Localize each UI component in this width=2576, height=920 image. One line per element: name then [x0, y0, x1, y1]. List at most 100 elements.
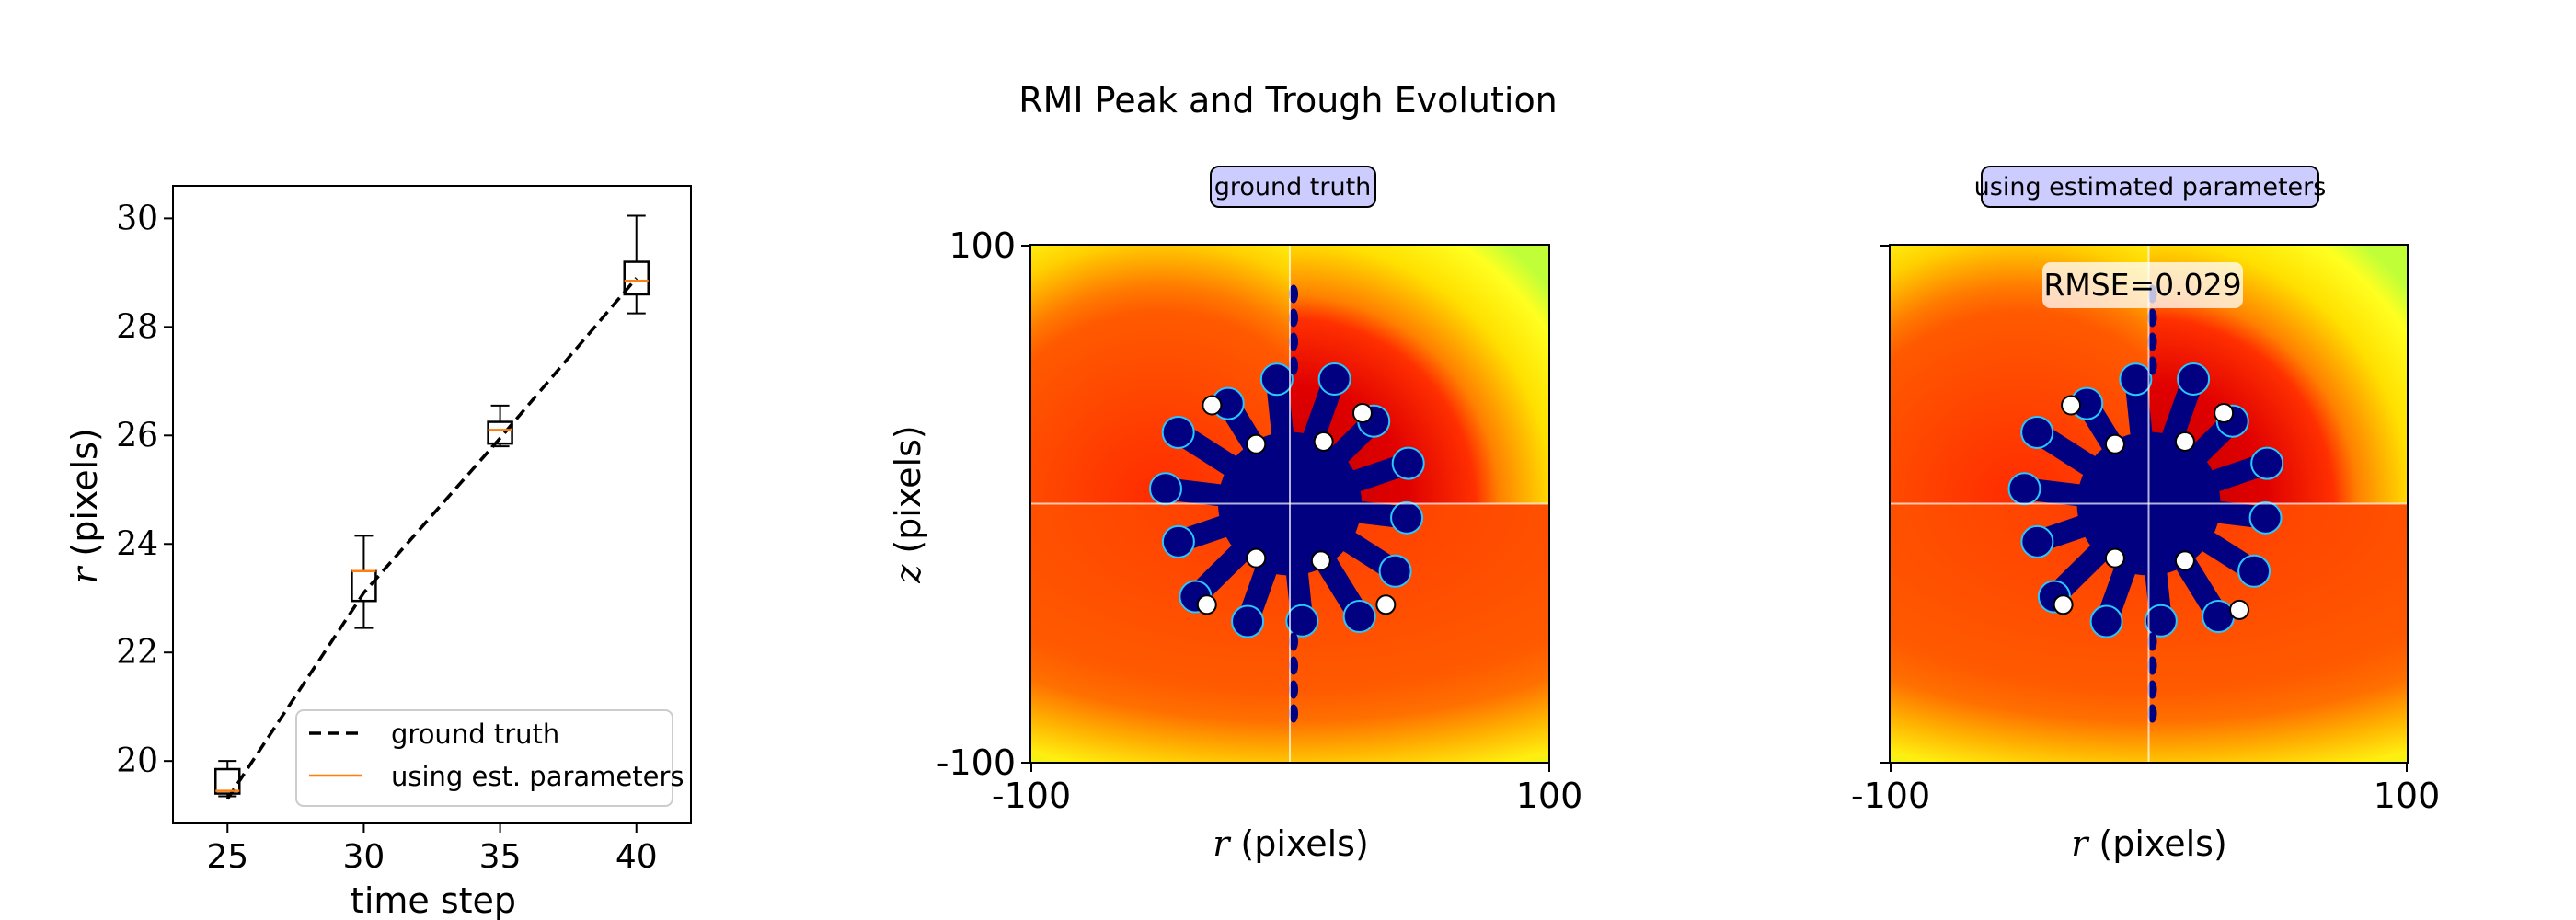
box — [487, 404, 513, 448]
y-tick-label-top: 100 — [949, 225, 1016, 266]
x-axis-label: r (pixels) — [1213, 823, 1369, 864]
peak-trough-marker — [2104, 433, 2125, 454]
box-body — [351, 569, 377, 603]
marker-series — [2053, 395, 2250, 620]
box — [623, 214, 650, 315]
finger-tip — [1285, 604, 1319, 638]
x-tick-label: 35 — [479, 838, 522, 876]
finger-tip — [1231, 604, 1265, 638]
plot-area — [172, 185, 692, 824]
peak-trough-marker — [2229, 599, 2250, 620]
x-axis: 25 30 35 40 — [206, 823, 658, 876]
finger-tip — [2089, 604, 2123, 638]
x-axis-label-unit: (pixels) — [2099, 823, 2226, 864]
x-axis-label-symbol: r — [2071, 823, 2090, 864]
finger-tip — [2250, 446, 2284, 480]
finger-tip — [2020, 415, 2054, 449]
x-tick-label: 40 — [615, 838, 658, 876]
x-tick-label-right: 100 — [1516, 776, 1583, 816]
axis-jet — [1289, 704, 1298, 723]
finger-tip — [1317, 362, 1351, 396]
marker-series — [1196, 395, 1397, 615]
legend-label-estimate: using est. parameters — [391, 761, 684, 792]
finger-tip — [2177, 362, 2211, 396]
finger-tip — [2202, 600, 2236, 634]
axis-jet — [1289, 332, 1298, 351]
axis-jet — [2147, 680, 2157, 699]
x-tick-label: 25 — [206, 838, 248, 876]
estimate-image — [1890, 245, 2408, 763]
finger-tip — [2007, 472, 2041, 506]
peak-trough-marker — [2174, 550, 2195, 571]
boxplot-chart: 20 22 24 26 28 30 25 30 35 40 time step r (pixels… — [64, 185, 692, 920]
ground-truth-frame — [1029, 244, 1550, 764]
legend-label-ground-truth: ground truth — [391, 719, 559, 750]
finger-tip — [1378, 554, 1412, 588]
axis-jet — [2147, 632, 2157, 651]
rmse-annotation-box — [2042, 262, 2243, 308]
y-tick-label: 22 — [116, 634, 158, 672]
ground-truth-title-badge — [1210, 166, 1376, 208]
peak-trough-marker — [2104, 547, 2125, 569]
axis-jet — [2147, 704, 2157, 723]
peak-trough-marker — [1310, 550, 1331, 571]
finger-tip — [1161, 415, 1195, 449]
axis-jet — [1289, 308, 1298, 328]
axis-jet — [1289, 356, 1298, 375]
box-series — [214, 214, 650, 798]
y-axis-label-symbol: r — [64, 565, 105, 584]
axis-jet — [2147, 656, 2157, 675]
ground-truth-line — [225, 277, 638, 800]
y-axis-label-symbol: z — [888, 564, 928, 584]
finger-tip — [1148, 472, 1182, 506]
axis-jet — [2147, 308, 2157, 328]
peak-trough-marker — [1351, 402, 1373, 423]
finger-tip — [1259, 362, 1294, 397]
finger-tip — [1342, 600, 1376, 634]
y-axis-label-unit: (pixels) — [64, 428, 105, 556]
peak-trough-marker — [1375, 594, 1397, 615]
box — [214, 760, 241, 798]
finger-tip — [1161, 524, 1195, 558]
axis-jet — [1289, 632, 1298, 651]
x-axis-label-symbol: r — [1213, 823, 1232, 864]
x-tick-label: 30 — [343, 838, 385, 876]
box-body — [623, 260, 650, 296]
axis-jet — [2147, 332, 2157, 351]
density-field — [1890, 245, 2408, 763]
y-tick-label: 30 — [116, 200, 158, 237]
y-axis-label-unit: (pixels) — [888, 425, 928, 553]
ground-truth-image — [1030, 245, 1549, 763]
peak-trough-marker — [2214, 402, 2235, 423]
axis-jet — [2147, 356, 2157, 375]
peak-trough-marker — [1196, 594, 1217, 615]
peak-trough-marker — [2174, 431, 2195, 452]
estimate-title-badge — [1981, 166, 2319, 208]
box-body — [214, 767, 241, 795]
peak-trough-marker — [1202, 395, 1223, 416]
ground-truth-panel: ground truth 100 -100 -100 100 r (pixels)… — [888, 166, 1583, 864]
rmse-annotation: RMSE=0.029 — [2043, 267, 2241, 303]
y-tick-label: 20 — [116, 742, 158, 780]
peak-trough-marker — [2061, 395, 2082, 416]
finger-tip — [2020, 524, 2054, 558]
x-tick-label-left: -100 — [992, 776, 1071, 816]
estimate-panel: using estimated parameters RMSE=0.029 -1… — [1851, 166, 2440, 864]
peak-trough-marker — [1246, 433, 1267, 454]
legend-frame — [295, 709, 673, 807]
y-axis: 20 22 24 26 28 30 — [116, 200, 173, 780]
y-tick-label: 26 — [116, 417, 158, 454]
finger-tip — [1390, 500, 1424, 535]
finger-tip — [2248, 500, 2283, 535]
x-axis-label: r (pixels) — [2071, 823, 2227, 864]
peak-trough-marker — [2053, 594, 2074, 615]
ground-truth-title: ground truth — [1214, 173, 1372, 201]
y-tick-label: 28 — [116, 308, 158, 346]
y-axis-label: z (pixels) — [888, 425, 928, 583]
finger-tip — [2144, 604, 2178, 638]
density-field — [1030, 245, 1549, 763]
box — [351, 535, 377, 629]
peak-trough-marker — [1246, 547, 1267, 569]
peak-trough-marker — [1313, 431, 1334, 452]
